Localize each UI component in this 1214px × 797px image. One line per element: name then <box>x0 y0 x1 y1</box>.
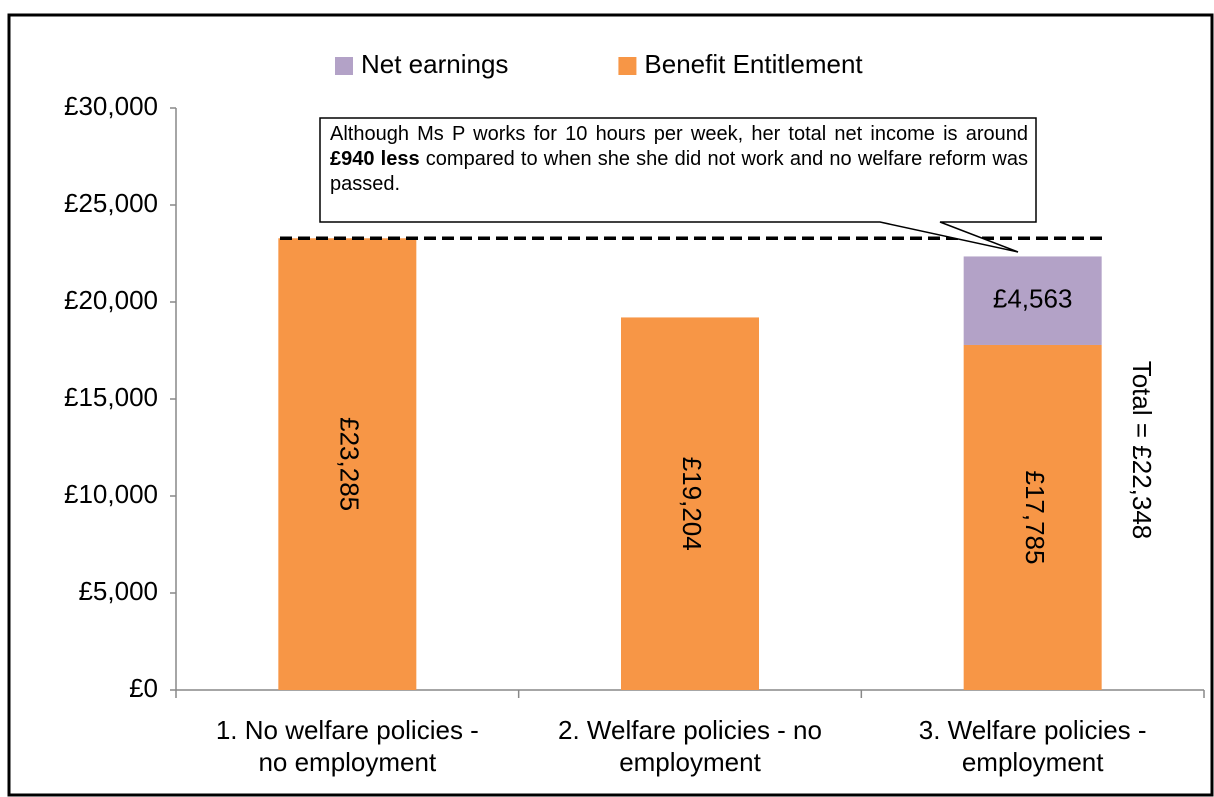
legend-label: Net earnings <box>361 49 508 79</box>
y-tick-label: £15,000 <box>64 382 158 412</box>
value-label: £17,785 <box>1020 470 1050 564</box>
note-bold: £940 less <box>330 148 420 170</box>
y-tick-label: £20,000 <box>64 285 158 315</box>
total-label: Total = £22,348 <box>1127 361 1157 540</box>
y-tick-label: £30,000 <box>64 91 158 121</box>
value-label: £4,563 <box>993 284 1073 314</box>
value-label: £19,204 <box>677 457 707 551</box>
chart-frame <box>7 13 1214 797</box>
legend-swatch <box>335 57 353 75</box>
bar-segment <box>963 256 1102 345</box>
x-tick-label: employment <box>619 747 761 777</box>
x-tick-label: 3. Welfare policies - <box>919 715 1147 745</box>
y-tick-label: £5,000 <box>78 576 158 606</box>
note-part: Although Ms P works for 10 hours per wee… <box>330 123 1028 145</box>
y-tick-label: £25,000 <box>64 188 158 218</box>
callout: Although Ms P works for 10 hours per wee… <box>330 122 1028 197</box>
value-label: £23,285 <box>334 417 364 511</box>
note-part: compared to when she she did not work an… <box>330 148 1028 195</box>
x-tick-label: no employment <box>258 747 437 777</box>
callout-box <box>319 117 1037 253</box>
y-tick-label: £10,000 <box>64 479 158 509</box>
bar-segment <box>963 344 1102 690</box>
x-tick-label: 2. Welfare policies - no <box>558 715 822 745</box>
legend-label: Benefit Entitlement <box>644 49 863 79</box>
callout-text: Although Ms P works for 10 hours per wee… <box>330 122 1028 197</box>
y-tick-label: £0 <box>129 673 158 703</box>
bar-segment <box>278 238 417 690</box>
x-tick-label: employment <box>962 747 1104 777</box>
bar-segment <box>621 317 759 690</box>
x-tick-label: 1. No welfare policies - <box>216 715 479 745</box>
legend-swatch <box>618 57 637 75</box>
